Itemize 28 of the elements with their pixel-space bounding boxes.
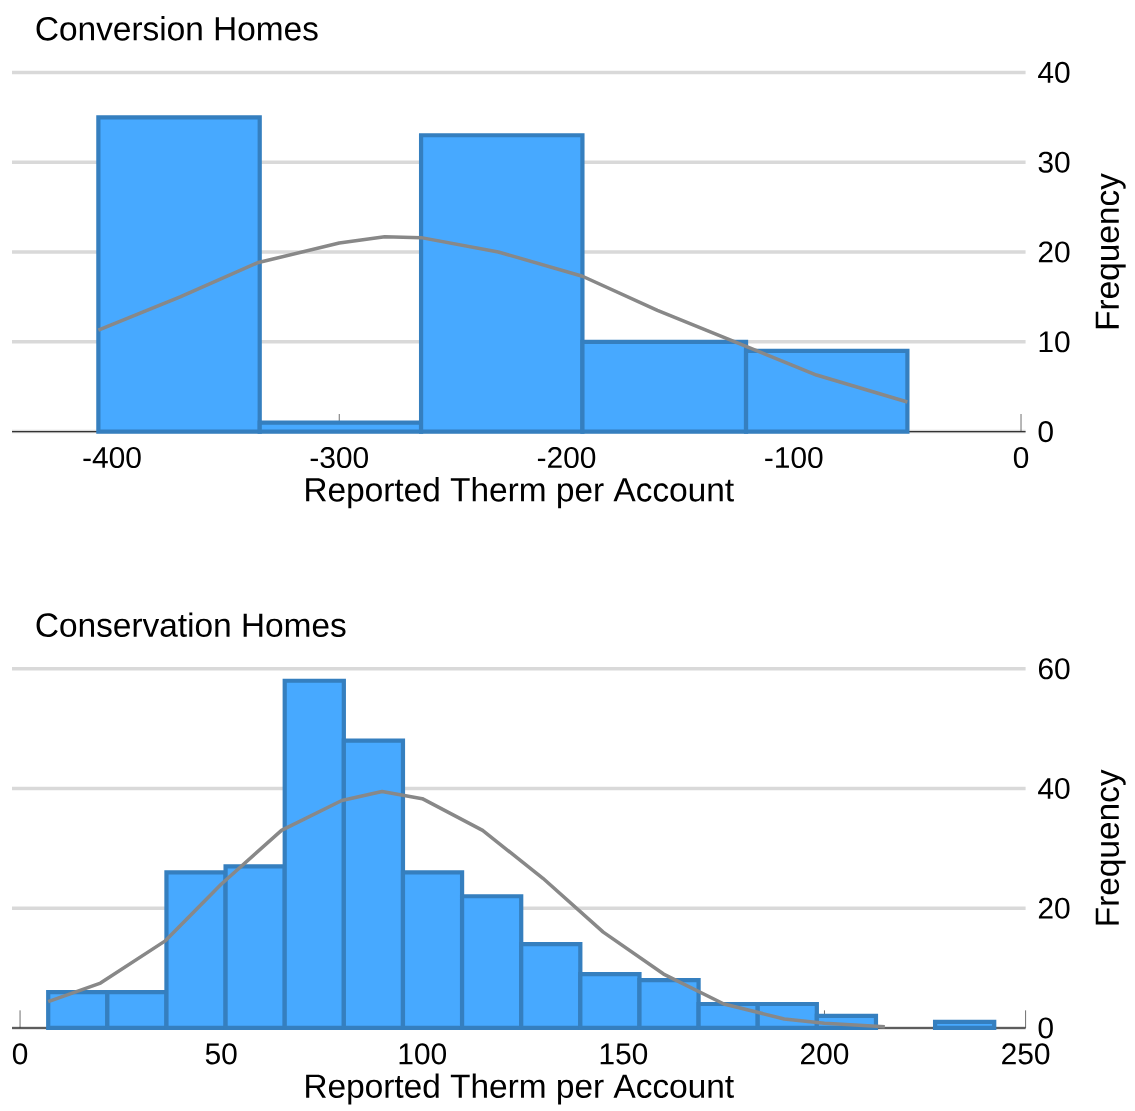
x-tick-label: -100 [765, 446, 823, 469]
y-tick-label: 0 [1038, 421, 1053, 443]
x-tick-label: 200 [801, 1043, 849, 1065]
x-tick-label: 0 [12, 1043, 28, 1065]
x-tick-label: 250 [1002, 1043, 1050, 1065]
chart-title: Conversion Homes [36, 16, 318, 41]
x-tick-label: 50 [205, 1043, 237, 1065]
y-tick-label: 0 [1038, 1017, 1053, 1039]
y-tick-label: 60 [1038, 658, 1070, 680]
line-series [46, 789, 887, 1029]
y-tick-label: 10 [1039, 331, 1070, 353]
x-tick-label: 150 [600, 1043, 648, 1065]
y-axis-title: Frequency [1095, 769, 1126, 925]
y-tick-label: 20 [1038, 241, 1070, 263]
x-tick-label: 100 [399, 1043, 447, 1065]
y-tick-label: 20 [1038, 897, 1070, 919]
y-axis-title: Frequency [1095, 173, 1126, 329]
y-tick-label: 40 [1038, 61, 1070, 83]
x-tick-label: -200 [537, 446, 596, 469]
x-tick-label: 0 [1013, 446, 1029, 469]
chart-title: Conservation Homes [36, 612, 346, 637]
x-axis-title: Reported Therm per Account [306, 477, 734, 509]
x-axis-title: Reported Therm per Account [306, 1073, 734, 1105]
y-tick-label: 40 [1038, 777, 1070, 800]
x-tick-label: -400 [83, 446, 141, 469]
y-tick-label: 30 [1038, 151, 1070, 173]
line-series [96, 234, 910, 404]
x-tick-label: -300 [310, 446, 368, 469]
